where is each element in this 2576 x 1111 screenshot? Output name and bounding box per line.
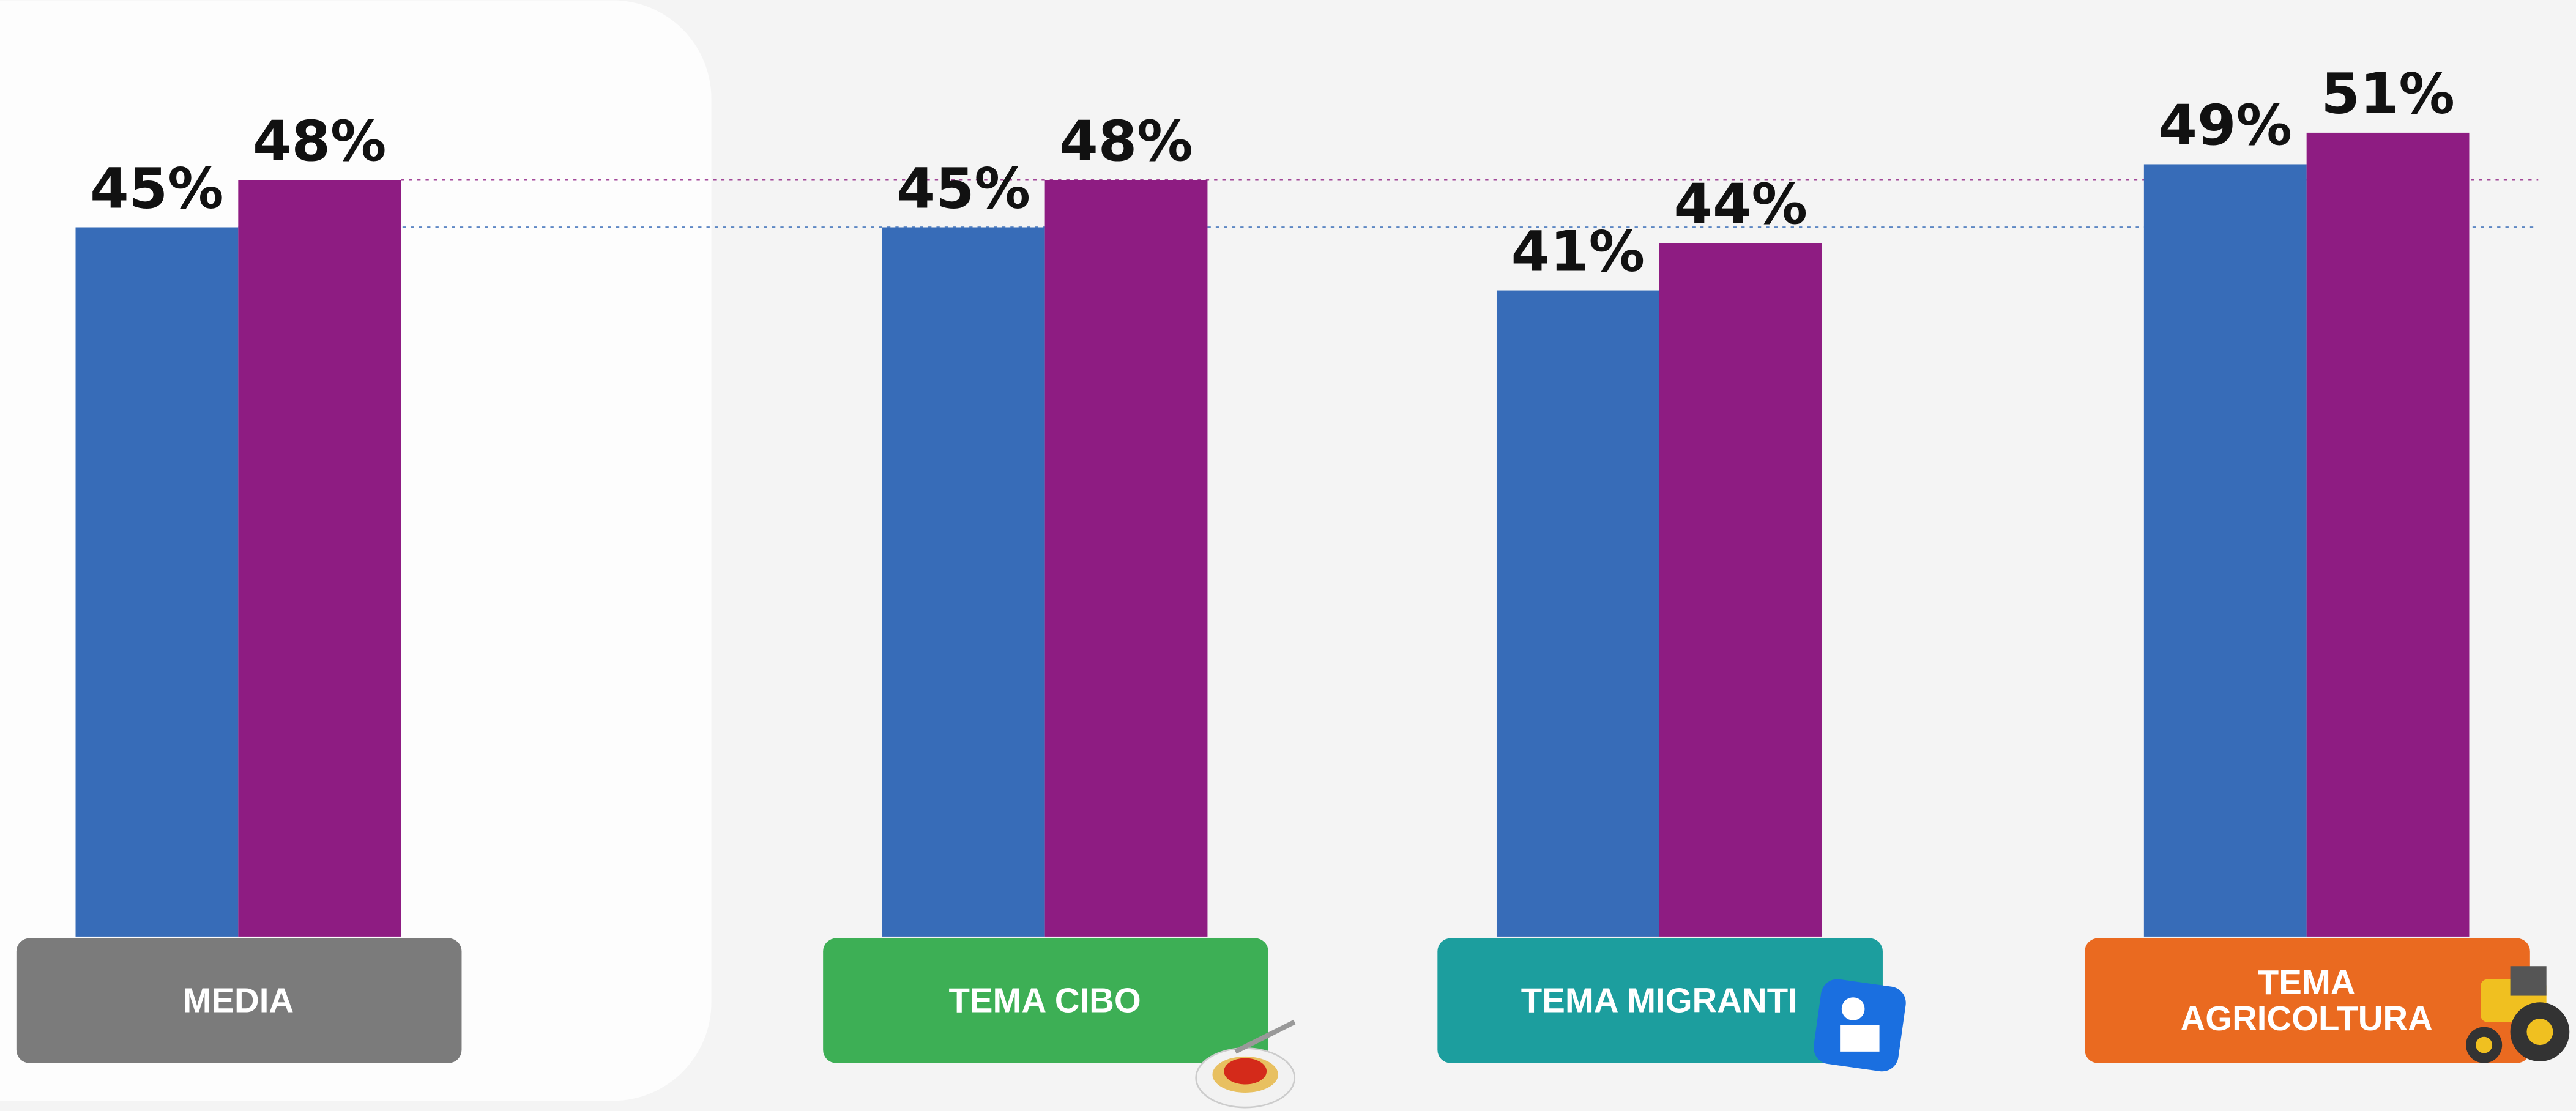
icon-police [1813,979,1906,1072]
category-label: TEMA MIGRANTI [1521,981,1798,1019]
bar [1044,180,1208,937]
value-label: 45% [90,155,223,221]
value-label: 49% [2159,92,2292,158]
category-label: TEMA AGRICOLTURA [2181,963,2433,1038]
icon-tractor [2466,966,2570,1063]
value-label: 48% [253,108,386,174]
plot: 45% 48% MEDIA 45% 48% TEMA CIBO 41% 44% TEMA MIG… [16,61,2539,1063]
value-label: 44% [1673,171,1807,237]
bar [1496,290,1659,937]
bar [2306,132,2470,937]
category-label: MEDIA [182,981,294,1019]
value-label: 48% [1059,108,1193,174]
bar [2143,164,2307,937]
icon-pasta [1195,1019,1296,1109]
bar [1659,243,1822,937]
bar [75,227,239,937]
category-label: TEMA CIBO [949,981,1141,1019]
category-box [823,938,1268,1063]
category-box [1437,938,1883,1063]
bar [238,180,401,937]
category-box [2085,938,2530,1063]
value-label: 51% [2321,61,2454,127]
category-box [16,938,462,1063]
bar [882,227,1045,937]
value-label: 41% [1511,218,1645,284]
value-label: 45% [896,155,1030,221]
